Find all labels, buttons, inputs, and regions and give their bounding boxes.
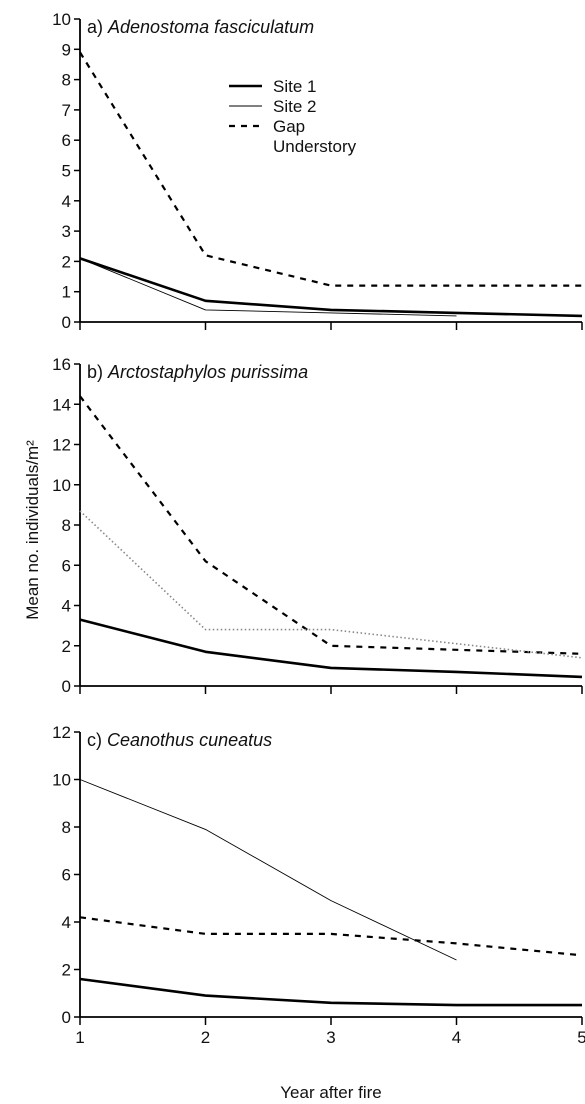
y-tick-label: 16	[52, 355, 71, 374]
y-tick-label: 10	[52, 771, 71, 790]
y-tick-label: 6	[62, 866, 71, 885]
y-tick-label: 8	[62, 818, 71, 837]
y-tick-label: 14	[52, 395, 71, 414]
legend-label: Understory	[273, 137, 357, 156]
y-tick-label: 9	[62, 40, 71, 59]
y-tick-label: 10	[52, 476, 71, 495]
series-line-site-2	[79, 257, 457, 317]
y-tick-label: 0	[62, 313, 71, 332]
series-line-site-1	[79, 618, 583, 679]
y-tick-label: 2	[62, 637, 71, 656]
series-line-understory	[79, 510, 583, 659]
panel-a: 0 1 2 3 4 5 6 7 8 9 10 a) Adenostoma fasciculatum	[52, 10, 583, 332]
legend-label: Site 2	[273, 97, 316, 116]
y-tick-label: 12	[52, 723, 71, 742]
y-tick-label: 10	[52, 10, 71, 29]
legend-label: Gap	[273, 117, 305, 136]
y-tick-label: 4	[62, 192, 71, 211]
y-tick-label: 0	[62, 677, 71, 696]
panel-title: c) Ceanothus cuneatus	[87, 730, 272, 750]
y-tick-label: 12	[52, 436, 71, 455]
panel-title: a) Adenostoma fasciculatum	[87, 17, 314, 37]
y-tick-label: 8	[62, 516, 71, 535]
y-tick-label: 4	[62, 913, 71, 932]
panel-title: b) Arctostaphylos purissima	[87, 362, 308, 382]
y-tick-label: 7	[62, 101, 71, 120]
series-line-site-2	[79, 779, 457, 961]
y-tick-label: 6	[62, 556, 71, 575]
series-line-site-1	[79, 977, 582, 1007]
y-tick-label: 5	[62, 162, 71, 181]
series-line-gap	[79, 51, 582, 287]
x-axis-label: Year after fire	[280, 1083, 381, 1102]
series-line-site-1	[79, 257, 583, 318]
y-tick-label: 1	[62, 283, 71, 302]
y-tick-label: 6	[62, 131, 71, 150]
panel-c: 0 2 4 6 8 10 12 c) Ceanothus cuneatus	[52, 723, 583, 1027]
x-tick-label: 2	[201, 1028, 210, 1047]
y-tick-label: 2	[62, 252, 71, 271]
y-tick-label: 4	[62, 597, 71, 616]
y-tick-label: 0	[62, 1008, 71, 1027]
x-tick-label: 4	[452, 1028, 461, 1047]
series-line-gap	[79, 916, 583, 957]
legend-label: Site 1	[273, 77, 316, 96]
y-axis-label: Mean no. individuals/m²	[23, 440, 42, 620]
y-tick-label: 3	[62, 222, 71, 241]
x-tick-label: 5	[577, 1028, 585, 1047]
x-tick-label: 1	[75, 1028, 84, 1047]
series-line-gap	[79, 395, 583, 655]
x-tick-label: 3	[326, 1028, 335, 1047]
y-tick-label: 2	[62, 961, 71, 980]
y-tick-label: 8	[62, 71, 71, 90]
panel-b: 0 2 4 6 8 10 12 14 16 b) Arctostaphylos purissima	[52, 355, 583, 696]
